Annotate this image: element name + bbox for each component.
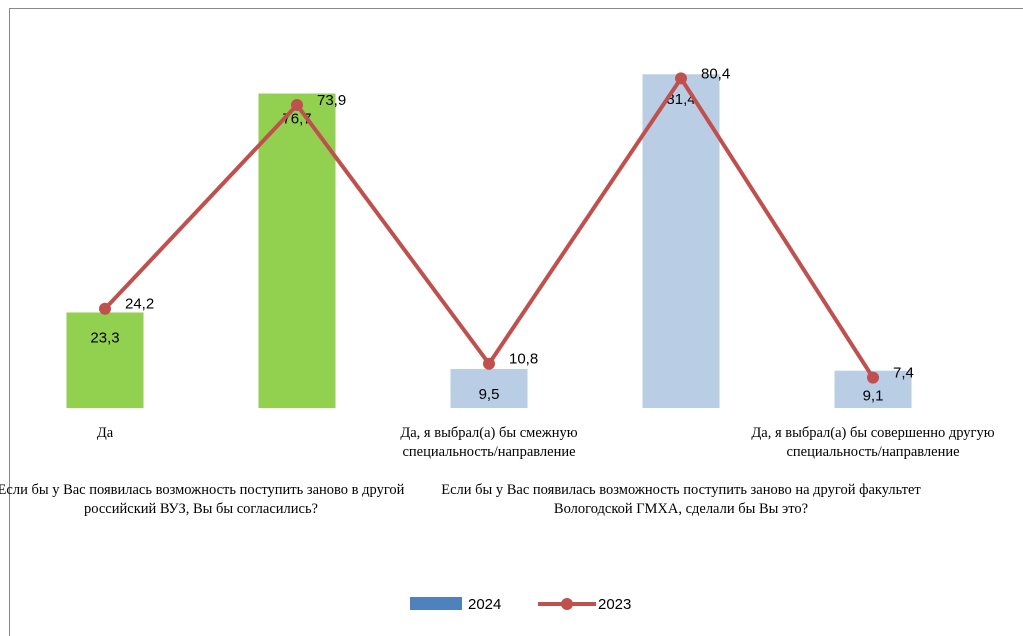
legend-marker [561, 598, 573, 610]
x-tick-label: Да [96, 425, 114, 441]
bar-value-label: 81,4 [666, 91, 695, 108]
line-value-label: 24,2 [125, 296, 154, 313]
group-label: Если бы у Вас появилась возможность пост… [441, 482, 921, 517]
bar [258, 93, 336, 408]
bar [66, 312, 144, 408]
x-tick-label: Да, я выбрал(а) бы совершенно другую спе… [751, 425, 995, 460]
line-marker [675, 72, 687, 85]
legend-label: 2024 [468, 596, 501, 613]
line-value-label: 80,4 [701, 65, 730, 82]
bar-value-label: 9,5 [479, 386, 500, 403]
x-tick-label: Да, я выбрал(а) бы смежную специальность… [400, 425, 578, 460]
legend-label: 2023 [598, 596, 631, 613]
line-marker [867, 371, 879, 384]
line-value-label: 73,9 [317, 92, 346, 109]
bar [450, 369, 528, 408]
legend-swatch [410, 597, 462, 610]
line-marker [483, 357, 495, 370]
line-value-label: 10,8 [509, 351, 538, 368]
bar-value-label: 9,1 [863, 388, 884, 405]
line-marker [99, 302, 111, 315]
line-value-label: 7,4 [893, 365, 914, 382]
line-marker [291, 99, 303, 112]
line [103, 76, 875, 379]
bar-value-label: 23,3 [90, 329, 119, 346]
bar [642, 74, 720, 408]
frame [9, 8, 1023, 636]
group-label: Если бы у Вас появилась возможность пост… [0, 482, 405, 517]
